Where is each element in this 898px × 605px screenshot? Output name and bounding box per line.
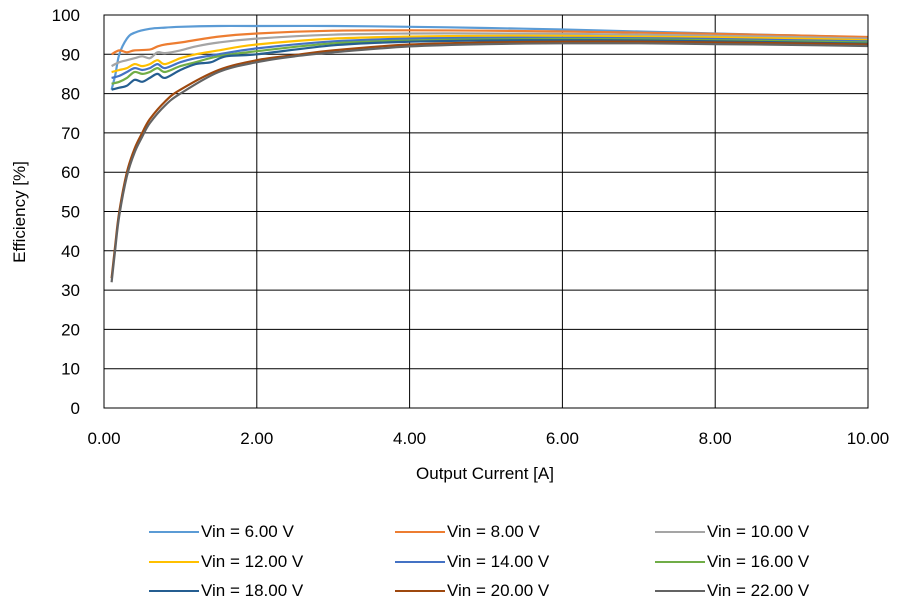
y-tick-label: 10 <box>61 360 80 379</box>
y-tick-label: 100 <box>52 6 80 25</box>
y-tick-labels: 0 10 20 30 40 50 60 70 80 90 100 <box>52 6 80 418</box>
series-line-6 <box>111 37 869 85</box>
plot-border <box>103 14 869 409</box>
series-line-9 <box>110 42 869 283</box>
series-line-5 <box>111 36 869 79</box>
x-tick-label: 4.00 <box>393 429 426 448</box>
y-axis-label: Efficiency [%] <box>10 161 29 263</box>
x-tick-label: 6.00 <box>546 429 579 448</box>
grid <box>103 14 869 409</box>
series-line-8 <box>110 40 869 279</box>
y-tick-label: 90 <box>61 45 80 64</box>
y-tick-label: 70 <box>61 124 80 143</box>
x-tick-label: 2.00 <box>240 429 273 448</box>
y-tick-label: 30 <box>61 281 80 300</box>
y-tick-label: 50 <box>61 203 80 222</box>
series-line-4 <box>111 34 869 74</box>
series-lines <box>110 24 869 283</box>
y-tick-label: 80 <box>61 85 80 104</box>
x-tick-label: 8.00 <box>699 429 732 448</box>
series-line-7 <box>111 39 869 91</box>
x-axis-label: Output Current [A] <box>416 464 554 483</box>
y-tick-label: 0 <box>71 399 80 418</box>
series-line-3 <box>111 32 869 68</box>
series-line-2 <box>111 29 869 56</box>
y-tick-label: 20 <box>61 320 80 339</box>
y-tick-label: 40 <box>61 242 80 261</box>
x-tick-label: 0.00 <box>87 429 120 448</box>
x-tick-label: 10.00 <box>847 429 890 448</box>
x-tick-labels: 0.00 2.00 4.00 6.00 8.00 10.00 <box>87 429 889 448</box>
y-tick-label: 60 <box>61 163 80 182</box>
